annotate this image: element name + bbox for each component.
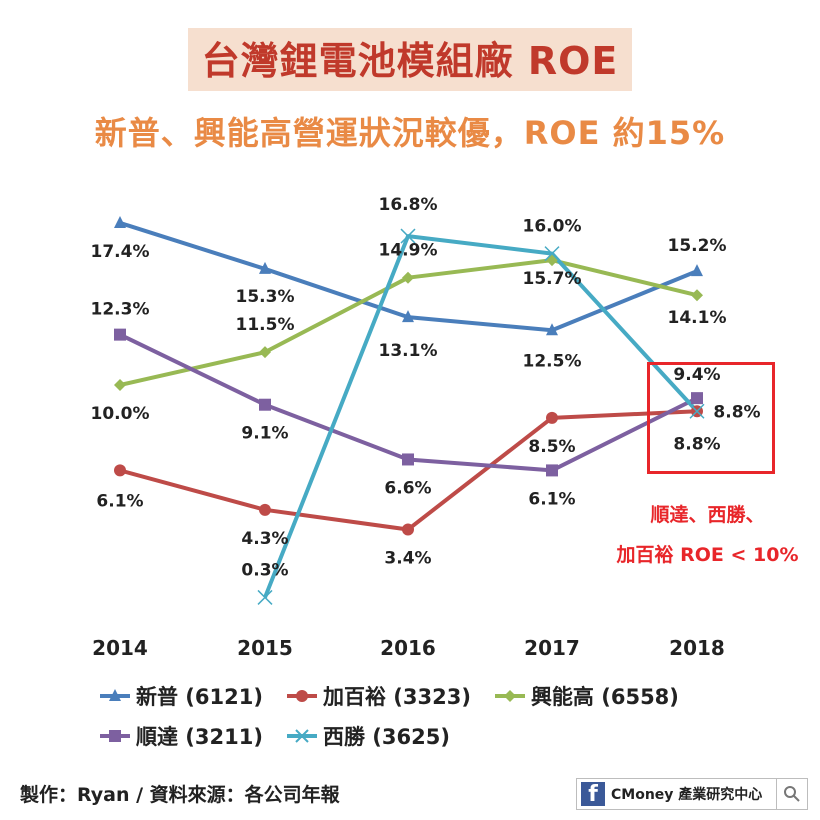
legend-swatch [286,729,317,743]
data-label: 8.5% [528,437,575,457]
data-label: 6.6% [384,478,431,498]
data-point [544,246,560,262]
data-label: 9.4% [673,365,720,385]
data-label: 13.1% [379,341,438,361]
data-point [402,271,414,284]
series-line [263,234,699,599]
data-point [689,403,705,419]
data-point [546,323,558,336]
legend-swatch [100,730,130,742]
data-point [114,328,126,341]
legend-swatch [286,690,317,702]
legend-label: 西勝 (3625) [322,725,450,749]
title-wrap: 台灣鋰電池模組廠 ROE [0,28,820,91]
data-point [259,346,271,359]
legend-swatch [100,689,130,701]
data-point [402,310,414,323]
data-label: 9.1% [241,424,288,444]
data-label: 15.3% [236,287,295,307]
legend-row: 新普 (6121) 加百裕 (3323) 興能高 (6558) [98,676,758,716]
data-point [114,379,126,391]
legend-label: 興能高 (6558) [530,685,679,709]
data-label: 8.8% [673,434,720,454]
legend-item: 加百裕 (3323) [285,681,471,711]
data-point [546,464,558,477]
legend-item: 西勝 (3625) [285,721,450,751]
facebook-icon: f [581,782,605,806]
data-label: 15.2% [668,236,727,256]
data-point [257,589,273,605]
x-tick-label: 2017 [524,636,580,660]
note-line-1: 順達、西勝、 [650,504,765,526]
search-icon[interactable] [776,779,807,809]
legend-swatch [494,690,525,702]
x-tick-label: 2016 [380,636,436,660]
data-label: 14.1% [668,308,727,328]
data-point [400,228,416,244]
legend-item: 順達 (3211) [98,721,263,751]
legend-label: 加百裕 (3323) [322,685,471,709]
data-label: 4.3% [241,529,288,549]
highlight-box [647,362,775,474]
data-point [691,289,703,302]
data-label: 11.5% [236,315,295,335]
data-point [402,523,414,536]
data-label: 3.4% [384,549,431,569]
line-chart: 17.4% 15.3% 13.1% 12.5% 15.2% 6.1% 4.3% 3.4% 8.5… [91,195,761,660]
brand-text: CMoney 產業研究中心 [611,787,763,803]
legend-item: 興能高 (6558) [493,681,679,711]
data-point [259,261,271,274]
data-label: 0.3% [241,560,288,580]
data-label: 17.4% [91,242,150,262]
data-label: 15.7% [523,269,582,289]
data-label: 16.0% [523,217,582,237]
legend-item: 新普 (6121) [98,681,263,711]
chart-legend: 新普 (6121) 加百裕 (3323) 興能高 (6558) 順達 (3211) 西… [98,676,758,756]
data-point [402,453,414,466]
data-label: 6.1% [528,489,575,509]
data-point [114,215,126,228]
data-label: 8.8% [713,402,760,422]
data-point [546,411,558,424]
x-tick-label: 2018 [669,636,725,660]
data-label: 12.5% [523,351,582,371]
legend-row: 順達 (3211) 西勝 (3625) [98,716,758,756]
legend-label: 新普 (6121) [136,685,263,709]
data-point [259,398,271,411]
chart-title: 台灣鋰電池模組廠 ROE [187,28,633,91]
legend-label: 順達 (3211) [136,725,263,749]
data-point [691,264,703,277]
data-label: 12.3% [91,300,150,320]
data-point [691,392,703,405]
data-label: 14.9% [379,241,438,261]
data-label: 16.8% [379,195,438,215]
x-tick-label: 2015 [237,636,293,660]
data-point [259,503,271,516]
footer-credit: 製作：Ryan / 資料來源：各公司年報 [20,784,340,806]
data-point [114,464,126,477]
data-label: 10.0% [91,404,150,424]
data-label: 6.1% [96,491,143,511]
brand-badge[interactable]: f CMoney 產業研究中心 [576,778,808,810]
x-tick-label: 2014 [92,636,148,660]
chart-subtitle: 新普、興能高營運狀況較優，ROE 約15% [94,114,726,152]
note-line-2: 加百裕 ROE < 10% [616,544,799,566]
